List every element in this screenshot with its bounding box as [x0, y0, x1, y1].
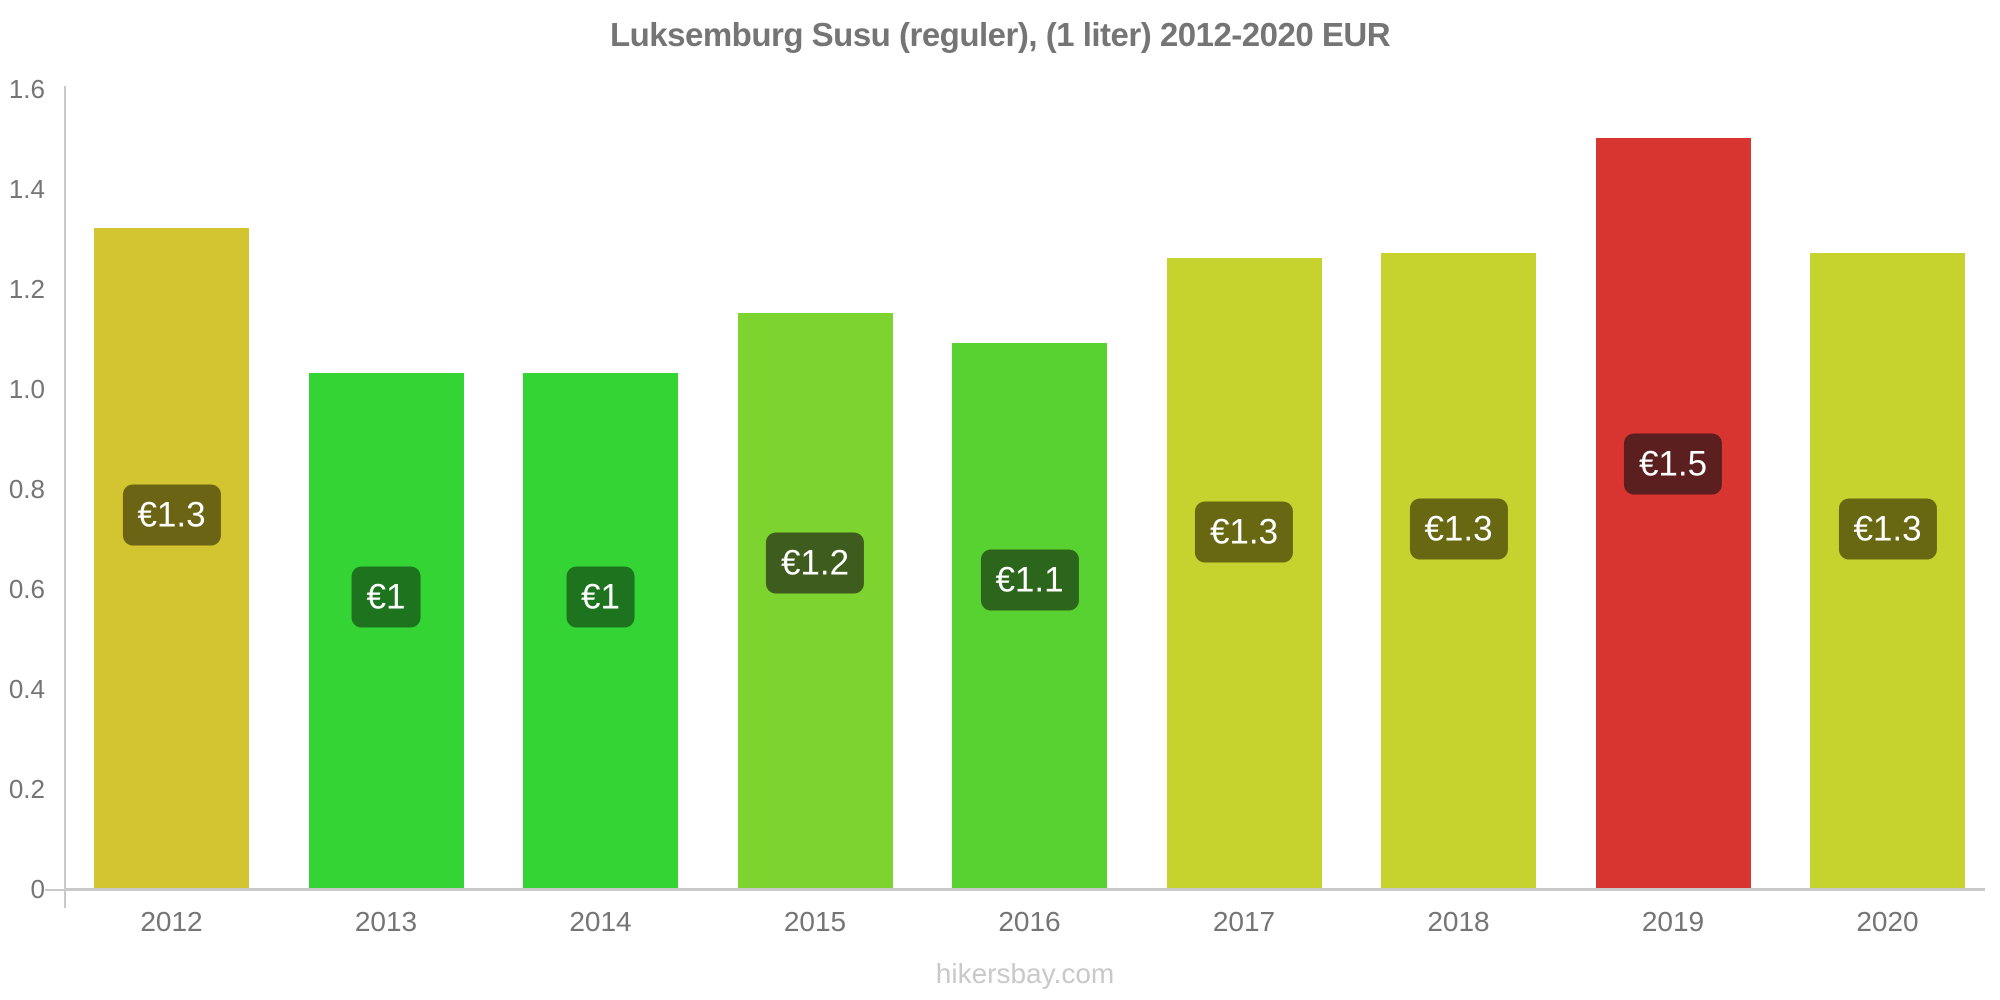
- y-axis-tick-label: 1.4: [8, 174, 45, 204]
- bar-2016[interactable]: [952, 343, 1107, 888]
- y-axis-tick-label: 1.0: [8, 374, 45, 404]
- x-axis-label-2016: 2016: [998, 906, 1061, 937]
- x-axis-label-2013: 2013: [354, 906, 418, 937]
- x-axis-label-2018: 2018: [1427, 906, 1490, 937]
- y-axis-tick-label: 0.4: [8, 674, 45, 704]
- bar-2019[interactable]: [1595, 138, 1751, 888]
- bar-value-label-2016: €1.1: [980, 549, 1079, 611]
- x-axis-baseline: [65, 888, 1985, 891]
- x-axis-label-2017: 2017: [1212, 906, 1276, 937]
- x-axis-label-2019: 2019: [1641, 906, 1705, 937]
- bar-value-label-2019: €1.5: [1623, 433, 1723, 495]
- bar-value-label-2014: €1: [566, 566, 635, 628]
- zero-tick-mark: [45, 889, 65, 891]
- y-axis-tick-label: 0: [30, 874, 45, 904]
- bar-value-label-2018: €1.3: [1409, 498, 1508, 560]
- y-axis-tick-label: 0.8: [8, 474, 45, 504]
- x-axis-label-2015: 2015: [783, 906, 847, 937]
- x-axis-label-2014: 2014: [569, 906, 632, 937]
- y-axis-tick-label: 1.6: [8, 74, 45, 104]
- bar-value-label-2017: €1.3: [1194, 501, 1294, 563]
- bar-2012[interactable]: [94, 228, 249, 888]
- bar-2018[interactable]: [1381, 253, 1536, 888]
- bar-2020[interactable]: [1810, 253, 1965, 888]
- bar-value-label-2020: €1.3: [1838, 498, 1937, 560]
- x-axis-label-2012: 2012: [140, 906, 203, 937]
- chart-title: Luksemburg Susu (reguler), (1 liter) 201…: [609, 16, 1391, 53]
- y-axis-tick-label: 1.2: [8, 274, 45, 304]
- x-axis-label-2020: 2020: [1856, 906, 1919, 937]
- bar-2014[interactable]: [523, 373, 678, 888]
- bar-2013[interactable]: [308, 373, 464, 888]
- y-axis-tick-label: 0.2: [8, 774, 45, 804]
- bar-2015[interactable]: [737, 313, 893, 888]
- y-axis-tick-label: 0.6: [8, 574, 45, 604]
- y-axis-line: [64, 86, 66, 908]
- footer-watermark: hikersbay.com: [935, 958, 1115, 989]
- bar-value-label-2015: €1.2: [765, 532, 865, 594]
- bar-value-label-2012: €1.3: [122, 484, 221, 546]
- bar-value-label-2013: €1: [351, 566, 421, 628]
- bar-2017[interactable]: [1166, 258, 1322, 888]
